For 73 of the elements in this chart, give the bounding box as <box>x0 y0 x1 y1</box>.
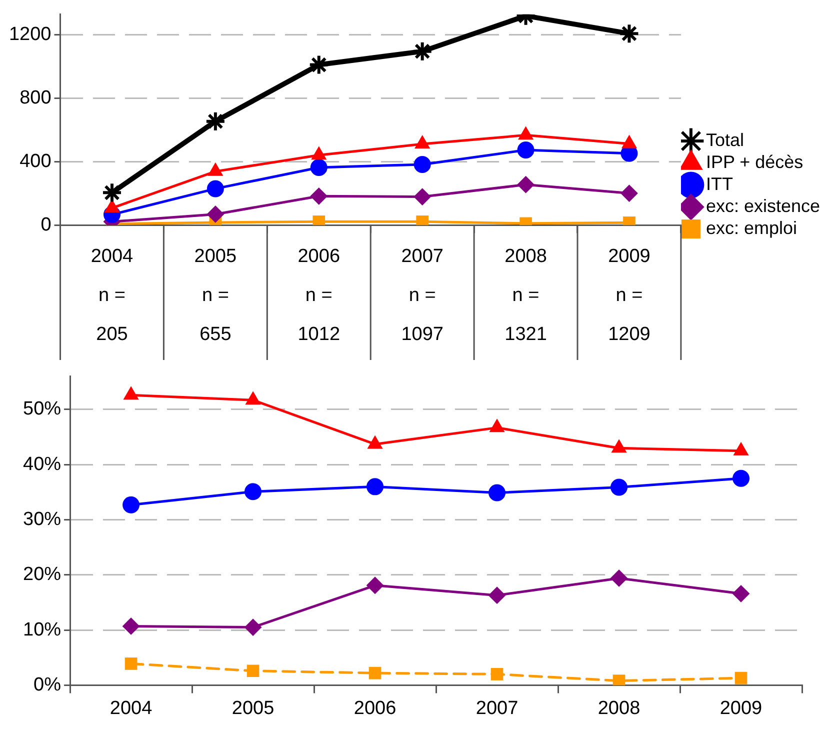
point <box>414 136 430 149</box>
point <box>104 200 120 213</box>
point <box>206 180 224 198</box>
legend-label: ITT <box>706 174 733 194</box>
point <box>244 618 262 636</box>
point <box>732 470 750 487</box>
point <box>366 478 384 496</box>
y-tick-label: 10% <box>22 619 62 640</box>
point <box>204 110 226 132</box>
point <box>124 386 138 400</box>
y-tick-label: 0% <box>34 674 62 696</box>
x-tick-label: 2004 <box>110 698 153 719</box>
point <box>732 585 750 602</box>
y-tick-label: 20% <box>22 564 62 586</box>
x-tick-label: 2006 n = 1012 <box>298 246 340 345</box>
point <box>612 440 626 453</box>
point <box>101 182 122 204</box>
point <box>610 478 628 496</box>
point <box>368 436 382 449</box>
point <box>412 40 433 62</box>
point <box>122 618 140 635</box>
point <box>416 216 428 226</box>
x-tick-label: 2006 <box>354 698 396 719</box>
point <box>308 54 330 76</box>
point <box>366 576 384 594</box>
x-tick-label: 2007 <box>476 698 518 719</box>
point <box>124 658 138 670</box>
x-tick-label: 2008 n = 1321 <box>504 246 547 345</box>
point <box>610 570 628 587</box>
point <box>244 483 262 500</box>
point <box>206 206 224 223</box>
point <box>310 158 328 176</box>
point <box>368 666 382 680</box>
x-tick-label: 2008 <box>598 698 640 719</box>
point <box>246 664 260 678</box>
y-tick-label: 0 <box>40 214 52 236</box>
y-tick-label: 800 <box>20 88 52 109</box>
point <box>490 419 504 432</box>
point <box>517 142 534 159</box>
point <box>622 135 637 148</box>
legend-label: exc: emploi <box>706 218 797 238</box>
point <box>310 188 328 205</box>
point <box>618 23 640 44</box>
point <box>488 484 506 502</box>
x-tick-label: 2005 <box>232 698 274 719</box>
point <box>734 672 748 684</box>
y-tick-label: 40% <box>22 454 62 475</box>
legend-label: IPP + décès <box>706 152 804 172</box>
point <box>246 392 260 405</box>
point <box>311 146 326 160</box>
point <box>734 442 748 456</box>
x-tick-label: 2007 n = 1097 <box>401 246 444 345</box>
y-tick-label: 400 <box>20 151 52 172</box>
point <box>490 668 504 680</box>
point <box>312 216 326 226</box>
point <box>488 586 506 604</box>
x-tick-label: 2005 n = 655 <box>194 246 237 345</box>
point <box>612 674 626 686</box>
y-tick-label: 1200 <box>8 24 52 46</box>
x-tick-label: 2004 n = 205 <box>90 246 134 345</box>
y-tick-label: 50% <box>22 398 62 420</box>
point <box>620 184 638 202</box>
y-tick-label: 30% <box>22 509 62 530</box>
point <box>517 176 534 194</box>
point <box>414 188 431 206</box>
x-tick-label: 2009 n = 1209 <box>608 246 650 345</box>
x-tick-label: 2009 <box>720 698 762 719</box>
point <box>208 162 223 176</box>
point <box>414 156 431 173</box>
point <box>518 126 534 140</box>
legend-label: exc: existence <box>706 196 820 216</box>
legend-label: Total <box>706 130 744 150</box>
point <box>122 496 140 514</box>
